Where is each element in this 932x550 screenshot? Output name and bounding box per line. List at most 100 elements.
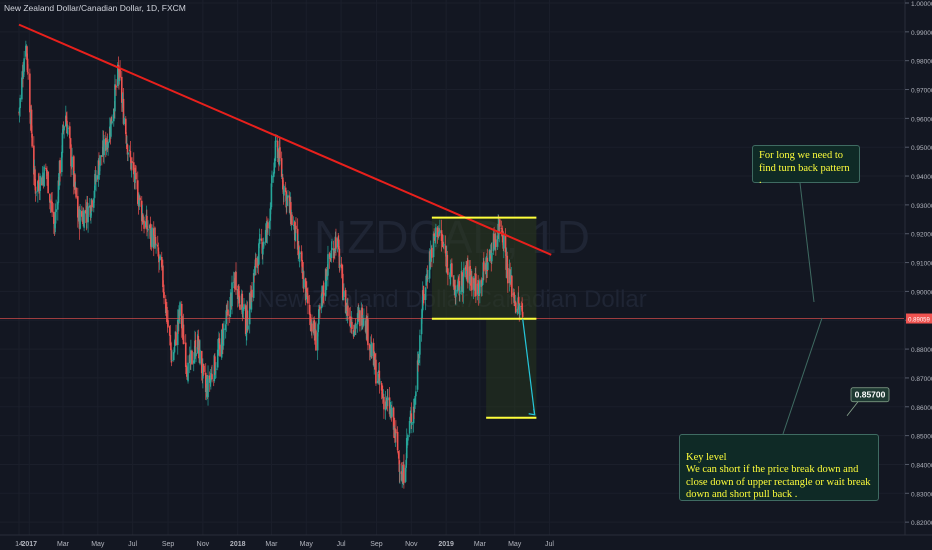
candle-body — [500, 227, 503, 229]
candle-body — [435, 227, 437, 238]
chart-title: New Zealand Dollar/Canadian Dollar, 1D, … — [4, 3, 186, 13]
candle — [320, 285, 323, 314]
candle — [244, 303, 247, 337]
candle — [421, 281, 424, 313]
candle — [521, 303, 524, 320]
note-key-level-callout[interactable]: Key level We can short if the price brea… — [679, 434, 879, 501]
candle — [146, 209, 148, 237]
candle — [389, 399, 391, 420]
candle-body — [135, 172, 137, 180]
candle-body — [267, 222, 269, 229]
candle — [135, 165, 137, 190]
candle-body — [475, 273, 477, 297]
candle-body — [111, 121, 113, 124]
candle — [391, 401, 393, 418]
candle — [61, 128, 64, 158]
candle — [124, 116, 127, 136]
candle — [262, 244, 264, 265]
candle — [63, 125, 65, 139]
candle-body — [313, 320, 316, 335]
candle — [426, 265, 429, 289]
candle-body — [414, 395, 417, 398]
candle-body — [411, 421, 413, 425]
candle-body — [199, 349, 201, 364]
candle-body — [238, 295, 241, 304]
candle-body — [220, 330, 223, 358]
candle-body — [330, 250, 333, 259]
candle-body — [27, 72, 29, 74]
candle-body — [457, 277, 460, 281]
candle-body — [41, 175, 44, 185]
candle — [65, 112, 68, 122]
target-label-text: 0.85700 — [855, 390, 886, 400]
candle-body — [87, 206, 89, 223]
candle-body — [170, 342, 172, 351]
candle — [331, 238, 333, 251]
candle — [327, 245, 329, 287]
candle — [301, 252, 304, 279]
candle-body — [268, 220, 271, 229]
candle-body — [269, 208, 272, 221]
candle-body — [38, 191, 41, 193]
candle-body — [105, 144, 108, 151]
candle-body — [180, 303, 183, 329]
candle — [115, 79, 117, 96]
candle-body — [280, 158, 283, 177]
candle — [258, 242, 260, 265]
candle-body — [491, 252, 493, 262]
candle-body — [169, 335, 172, 342]
candle — [377, 373, 380, 385]
candle — [269, 202, 272, 230]
note-long-callout[interactable]: For long we need to find turn back patte… — [752, 145, 860, 186]
candle-body — [307, 295, 309, 304]
candle — [483, 252, 485, 281]
candle-body — [480, 279, 483, 287]
candle-body — [31, 133, 33, 147]
candle-body — [476, 283, 479, 295]
candle — [77, 187, 79, 228]
candle — [222, 323, 225, 350]
candle-body — [155, 244, 157, 246]
candle-body — [509, 279, 512, 282]
candle-body — [464, 266, 467, 270]
candle — [190, 339, 192, 370]
candle-body — [328, 253, 331, 259]
candle — [191, 349, 193, 365]
candle — [404, 465, 407, 484]
candle-body — [258, 238, 261, 245]
candle-body — [513, 292, 515, 299]
candle-body — [154, 236, 157, 246]
candle-body — [216, 349, 219, 368]
candle — [411, 421, 413, 434]
candle-body — [231, 282, 233, 307]
candle-body — [439, 230, 441, 234]
candle — [413, 396, 416, 413]
candle — [98, 165, 101, 180]
candle-body — [140, 200, 143, 222]
candle — [462, 274, 465, 304]
candle — [303, 270, 305, 289]
candle-body — [473, 278, 475, 284]
candle-body — [37, 181, 39, 192]
candle-body — [132, 162, 135, 175]
candle-body — [410, 413, 413, 424]
candle-body — [251, 289, 253, 298]
candle — [91, 198, 93, 211]
candle-body — [134, 167, 137, 173]
candle — [70, 137, 72, 177]
candle — [279, 137, 281, 162]
candle — [170, 348, 173, 367]
candle — [232, 271, 235, 289]
candle — [247, 318, 249, 331]
candle-body — [440, 230, 443, 242]
candle-body — [170, 350, 173, 363]
candle — [286, 194, 288, 213]
time-tick-label: 2017 — [21, 541, 37, 548]
